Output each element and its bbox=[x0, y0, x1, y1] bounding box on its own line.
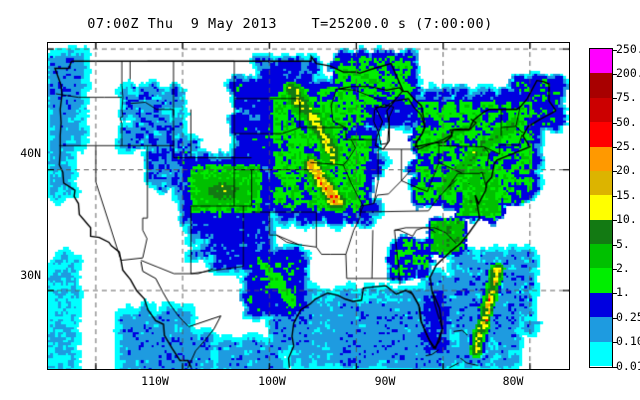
colorbar-band-5 bbox=[590, 170, 612, 196]
colorbar-notch-2 bbox=[613, 98, 617, 100]
precipitation-map-canvas bbox=[48, 43, 569, 369]
colorbar-tick-20_: 20. bbox=[616, 163, 637, 178]
colorbar-tick-2_: 2. bbox=[616, 260, 630, 275]
colorbar-notch-7 bbox=[613, 220, 617, 222]
colorbar-band-10 bbox=[590, 292, 612, 318]
colorbar-band-0 bbox=[590, 49, 612, 74]
colorbar-notch-5 bbox=[613, 171, 617, 173]
colorbar-notch-1 bbox=[613, 73, 617, 75]
colorbar-band-12 bbox=[590, 341, 612, 366]
colorbar-tick-50_: 50. bbox=[616, 114, 637, 129]
colorbar-band-7 bbox=[590, 219, 612, 244]
colorbar-band-4 bbox=[590, 146, 612, 171]
colorbar-tick-10_: 10. bbox=[616, 212, 637, 227]
colorbar-notch-3 bbox=[613, 122, 617, 124]
colorbar-tick-0_25: 0.25 bbox=[616, 309, 640, 324]
colorbar-tick-200_: 200. bbox=[616, 65, 640, 80]
colorbar-band-9 bbox=[590, 268, 612, 293]
colorbar-notch-9 bbox=[613, 268, 617, 270]
map-plot-frame bbox=[47, 42, 570, 370]
colorbar-tick-25_: 25. bbox=[616, 139, 637, 154]
x-axis-tick-90w: 90W bbox=[374, 374, 396, 388]
x-axis-tick-110w: 110W bbox=[141, 374, 169, 388]
colorbar-band-8 bbox=[590, 244, 612, 269]
colorbar-notch-0 bbox=[613, 49, 617, 51]
y-axis-tick-30n: 30N bbox=[20, 268, 41, 282]
colorbar-tick-0_10: 0.10 bbox=[616, 334, 640, 349]
colorbar-band-1 bbox=[590, 73, 612, 98]
colorbar-tick-75_: 75. bbox=[616, 90, 637, 105]
x-axis-tick-100w: 100W bbox=[258, 374, 286, 388]
y-axis-tick-40n: 40N bbox=[20, 146, 41, 160]
colorbar-notch-6 bbox=[613, 195, 617, 197]
colorbar-band-11 bbox=[590, 317, 612, 342]
x-axis-tick-80w: 80W bbox=[502, 374, 524, 388]
colorbar-notch-4 bbox=[613, 147, 617, 149]
colorbar-band-6 bbox=[590, 195, 612, 220]
colorbar-notch-11 bbox=[613, 317, 617, 319]
colorbar-tick-0_01: 0.01 bbox=[616, 358, 640, 373]
colorbar-band-3 bbox=[590, 122, 612, 147]
colorbar-tick-5_: 5. bbox=[616, 236, 630, 251]
colorbar-tick-1_: 1. bbox=[616, 285, 630, 300]
colorbar-band-2 bbox=[590, 97, 612, 123]
colorbar-tick-15_: 15. bbox=[616, 187, 637, 202]
colorbar-notch-13 bbox=[613, 366, 617, 368]
colorbar-notch-10 bbox=[613, 293, 617, 295]
colorbar-notch-8 bbox=[613, 244, 617, 246]
colorbar-tick-250_: 250. bbox=[616, 41, 640, 56]
colorbar-notch-12 bbox=[613, 342, 617, 344]
figure-title: 07:00Z Thu 9 May 2013 T=25200.0 s (7:00:… bbox=[87, 16, 493, 32]
colorbar bbox=[589, 48, 613, 368]
